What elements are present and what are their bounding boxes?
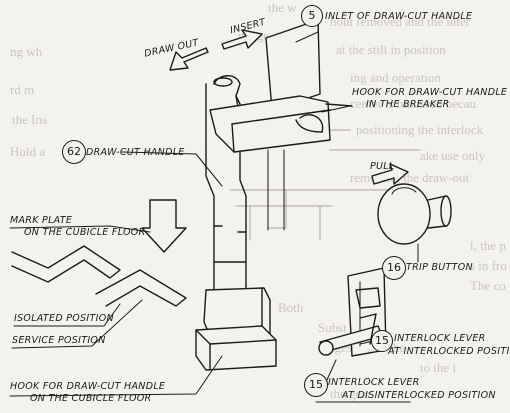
background-text: The co — [470, 278, 506, 293]
label-draw-cut-handle: DRAW-CUT HANDLE — [86, 147, 185, 158]
label-interlock-interlocked-2: AT INTERLOCKED POSITION — [388, 346, 510, 357]
background-text: rd m — [10, 82, 35, 97]
breaker-hook — [209, 95, 353, 153]
leader-lines — [9, 31, 419, 403]
insert-arrow — [221, 29, 263, 50]
pull-arrow — [371, 163, 409, 185]
background-text: at the still in position — [336, 42, 446, 57]
background-text: ng wh — [10, 44, 43, 59]
label-interlock-interlocked-1: INTERLOCK LEVER — [394, 333, 486, 344]
label-mark-plate-2: ON THE CUBICLE FLOOR — [24, 227, 146, 238]
background-text: ake use only — [420, 148, 485, 163]
label-trip-button: TRIP BUTTON — [406, 262, 473, 273]
label-hook-in-breaker-2: IN THE BREAKER — [366, 99, 450, 110]
label-inlet-of-draw-cut-handle: INLET OF DRAW-CUT HANDLE — [325, 11, 473, 22]
background-text: the Ins — [12, 112, 48, 127]
background-text: center is hindered becau — [350, 96, 476, 111]
background-text: hout removed and the inter — [330, 14, 471, 29]
part-number-15-interlocked: 15 — [371, 330, 393, 352]
background-text: the gear — [330, 386, 372, 401]
background-text: Hold a — [10, 144, 46, 159]
label-hook-in-breaker-1: HOOK FOR DRAW-CUT HANDLE — [352, 87, 508, 98]
background-text: to the i — [420, 360, 457, 375]
background-text: l, the p — [470, 238, 506, 253]
label-interlock-disinterlocked-1: INTERLOCK LEVER — [328, 377, 420, 388]
floor-hook-block — [195, 287, 277, 371]
label-hook-on-floor-2: ON THE CUBICLE FLOOR — [30, 393, 152, 404]
part-number-16: 16 — [382, 256, 406, 280]
background-text: the w — [268, 0, 297, 15]
part-number-15-disinterlocked: 15 — [304, 373, 328, 397]
background-text: Both — [278, 300, 304, 315]
background-text: positioning the interlock — [356, 122, 484, 137]
background-text: Subst — [318, 320, 347, 335]
label-interlock-disinterlocked-2: AT DISINTERLOCKED POSITION — [342, 390, 496, 401]
background-text: ing and operation — [350, 70, 441, 85]
label-pull: PULL — [370, 161, 395, 172]
trip-button-shape — [377, 183, 452, 245]
part-number-5: 5 — [301, 5, 323, 27]
label-service-position: SERVICE POSITION — [12, 335, 106, 346]
part-number-62: 62 — [62, 140, 86, 164]
position-chevrons — [11, 245, 187, 307]
background-text: s in fro — [470, 258, 507, 273]
label-hook-on-floor-1: HOOK FOR DRAW-CUT HANDLE — [10, 381, 166, 392]
inlet-shaft — [267, 149, 285, 231]
label-mark-plate-1: MARK PLATE — [10, 215, 73, 226]
mark-plate-arrow — [141, 199, 187, 253]
draw-out-arrow — [169, 47, 209, 71]
inlet-plate — [265, 19, 321, 111]
label-isolated-position: ISOLATED POSITION — [14, 313, 114, 324]
